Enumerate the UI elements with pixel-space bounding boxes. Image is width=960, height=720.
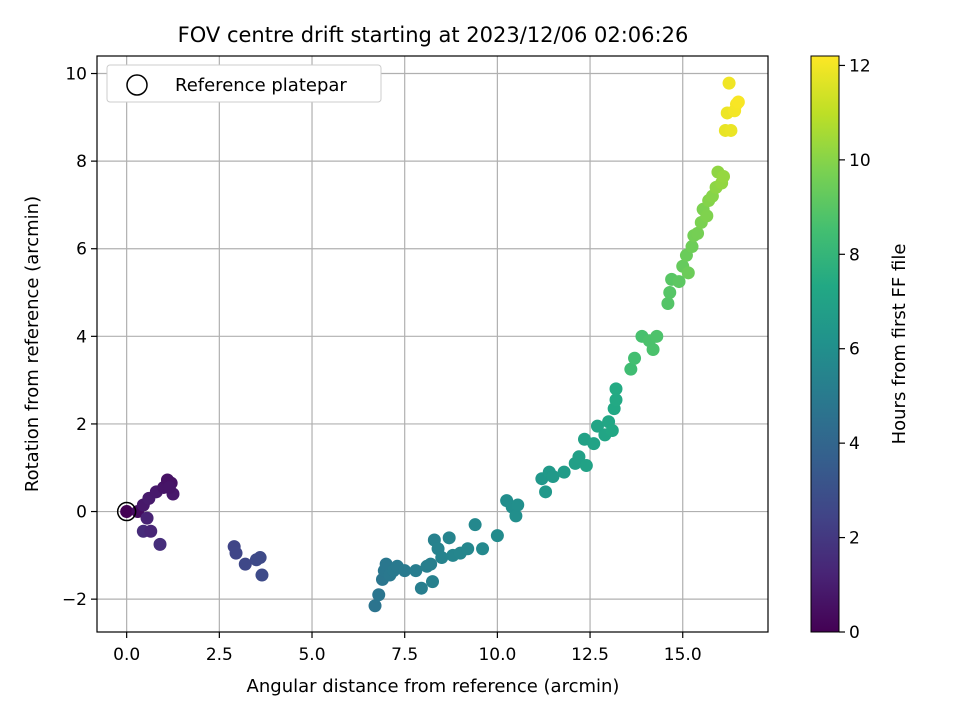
chart-title: FOV centre drift starting at 2023/12/06 …: [178, 23, 689, 47]
grid: [97, 56, 768, 632]
y-tick-label: 8: [76, 152, 87, 172]
data-point: [490, 529, 504, 543]
x-axis-label: Angular distance from reference (arcmin): [247, 676, 620, 697]
data-point: [414, 581, 428, 595]
data-point: [468, 518, 482, 532]
x-tick-label: 7.5: [391, 645, 418, 665]
y-tick-label: 6: [76, 240, 87, 260]
x-tick-label: 2.5: [206, 645, 233, 665]
x-tick-label: 5.0: [298, 645, 325, 665]
colorbar-label: Hours from first FF file: [889, 244, 910, 445]
data-point: [238, 557, 252, 571]
y-axis-label: Rotation from reference (arcmin): [22, 196, 43, 492]
data-point: [579, 459, 593, 473]
data-point: [229, 546, 243, 560]
colorbar-tick-label: 0: [849, 623, 860, 643]
x-tick-label: 0.0: [113, 645, 140, 665]
data-point: [661, 296, 675, 310]
data-point: [605, 424, 619, 438]
data-point: [609, 382, 623, 396]
data-point: [442, 531, 456, 545]
legend-box: [106, 64, 382, 103]
data-point: [650, 329, 664, 343]
data-point: [144, 524, 158, 538]
colorbar: 0 2 4 6 8 10 12 Hours from first FF file: [810, 55, 910, 643]
data-point: [461, 542, 475, 556]
data-point: [587, 437, 601, 451]
data-point: [435, 551, 449, 565]
colorbar-tick-label: 4: [849, 434, 860, 454]
data-point: [731, 95, 745, 109]
data-point: [691, 226, 705, 240]
colorbar-tick-label: 6: [849, 340, 860, 360]
data-point: [590, 419, 604, 433]
colorbar-tick-label: 8: [849, 245, 860, 265]
data-point: [717, 169, 731, 183]
plot-frame: [96, 55, 769, 633]
data-point: [681, 266, 695, 280]
data-point: [368, 599, 382, 613]
x-tick-label: 15.0: [664, 645, 702, 665]
data-point: [140, 511, 154, 525]
data-point: [409, 564, 423, 578]
data-point: [557, 465, 571, 479]
colorbar-tick-label: 10: [849, 151, 871, 171]
y-axis-ticks: −2 0 2 4 6 8 10: [62, 65, 97, 610]
colorbar-ticks: 0 2 4 6 8 10 12: [839, 56, 871, 643]
data-point: [572, 450, 586, 464]
legend: Reference platepar: [106, 64, 382, 103]
data-point: [624, 362, 638, 376]
y-tick-label: 0: [76, 503, 87, 523]
data-point: [511, 498, 525, 512]
data-point: [546, 470, 560, 484]
y-tick-label: −2: [62, 590, 87, 610]
x-tick-label: 12.5: [571, 645, 609, 665]
data-point: [609, 393, 623, 407]
x-axis-ticks: 0.0 2.5 5.0 7.5 10.0 12.5 15.0: [113, 632, 702, 665]
data-point: [539, 485, 553, 499]
legend-label-reference-platepar: Reference platepar: [175, 75, 347, 96]
colorbar-tick-label: 2: [849, 529, 860, 549]
data-point: [426, 575, 439, 589]
y-tick-label: 10: [65, 65, 87, 85]
data-point: [424, 557, 438, 571]
data-point: [646, 342, 660, 356]
data-point: [253, 551, 267, 565]
data-point: [255, 568, 269, 582]
data-point: [509, 509, 523, 523]
scatter-points: [120, 76, 745, 613]
data-point: [628, 351, 642, 365]
data-point: [685, 240, 699, 254]
data-point: [663, 286, 677, 300]
data-point: [700, 209, 714, 223]
colorbar-tick-label: 12: [849, 56, 871, 76]
data-point: [120, 505, 134, 519]
data-point: [476, 542, 490, 556]
legend-marker-open-circle: [126, 74, 148, 96]
data-point: [724, 123, 738, 137]
data-point: [153, 537, 167, 551]
data-point: [372, 588, 386, 602]
x-tick-label: 10.0: [478, 645, 516, 665]
colorbar-gradient: [810, 55, 840, 633]
data-point: [398, 564, 412, 578]
y-tick-label: 2: [76, 415, 87, 435]
reference-platepar-marker: [116, 501, 137, 522]
data-point: [672, 275, 686, 289]
data-point: [162, 480, 176, 494]
y-tick-label: 4: [76, 327, 87, 347]
data-point: [722, 76, 736, 90]
